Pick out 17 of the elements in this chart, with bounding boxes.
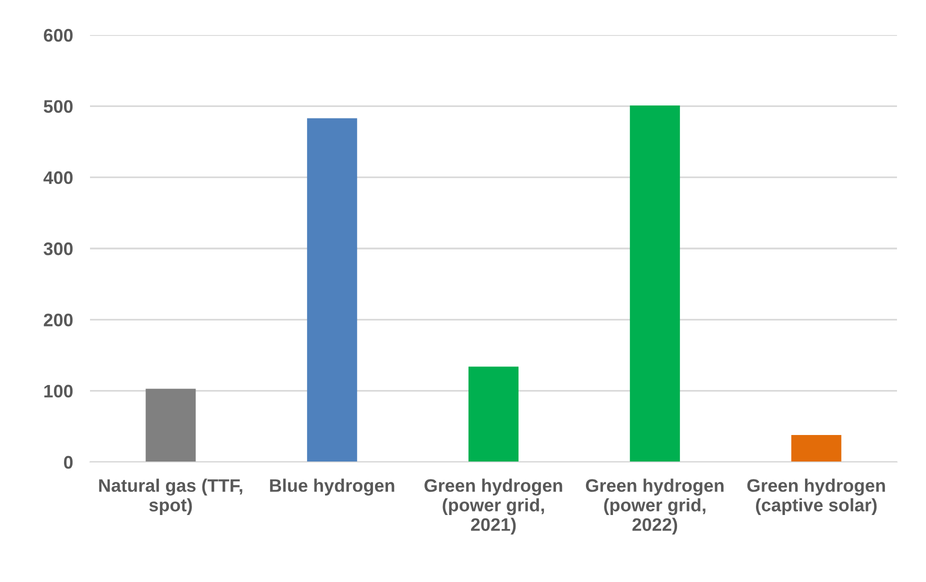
x-tick-label: Blue hydrogen <box>270 478 394 496</box>
bar <box>791 434 842 462</box>
y-tick-label: 300 <box>44 242 73 256</box>
y-tick-label: 0 <box>64 456 73 469</box>
x-tick-label: Natural gas (TTF, spot) <box>99 478 242 516</box>
y-tick-label: 200 <box>44 314 73 326</box>
x-tick-label: Green hydrogen (power grid, 2021) <box>424 478 562 535</box>
y-tick-label: 600 <box>44 28 73 42</box>
bar <box>307 118 358 462</box>
x-tick-label: Green hydrogen (captive solar) <box>747 478 885 516</box>
x-tick-label: Green hydrogen (power grid, 2022) <box>586 478 724 535</box>
bar <box>146 388 196 462</box>
bar <box>468 366 519 462</box>
y-tick-label: 400 <box>43 171 73 184</box>
y-tick-label: 100 <box>44 384 73 398</box>
y-tick-label: 500 <box>44 100 73 113</box>
bar <box>630 105 680 462</box>
